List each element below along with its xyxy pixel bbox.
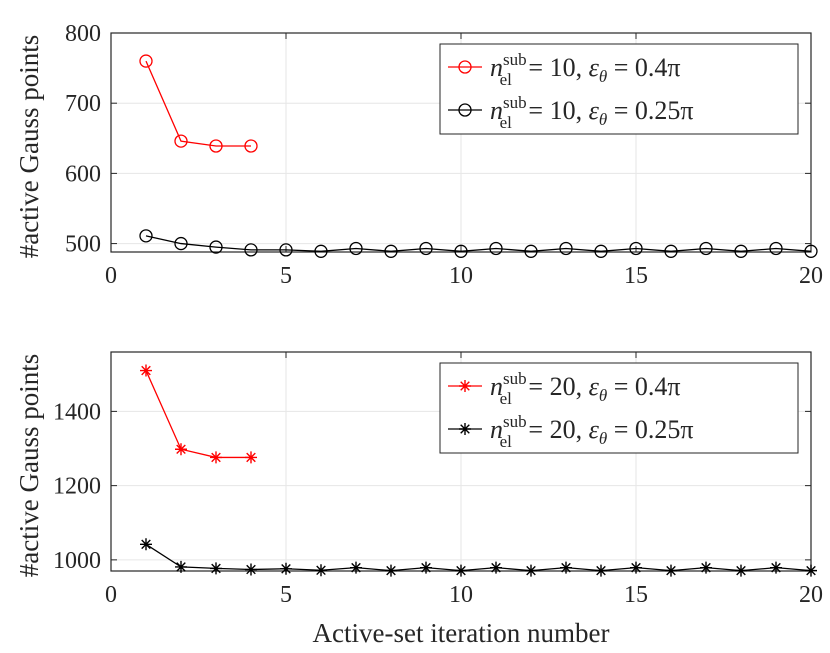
data-point — [700, 561, 712, 574]
series-2 — [140, 538, 817, 577]
data-point — [769, 241, 783, 256]
data-point — [525, 564, 537, 577]
x-tick-label: 15 — [624, 582, 648, 608]
legend: nsub el = 10, εθ = 0.4π nsub el = 10, εθ = … — [439, 43, 799, 135]
y-tick-label: 1000 — [53, 548, 101, 574]
x-axis-label: Active-set iteration number — [313, 618, 610, 648]
x-tick-label: 0 — [105, 582, 117, 608]
legend-label: nsub el = 20, εθ = 0.4π — [490, 369, 680, 408]
data-point — [594, 244, 608, 258]
data-point — [665, 564, 677, 577]
series-line — [145, 370, 251, 459]
x-tick-label: 15 — [624, 263, 648, 289]
data-point — [350, 561, 362, 574]
legend-label: nsub el = 10, εθ = 0.4π — [490, 50, 680, 89]
data-point — [455, 564, 467, 577]
data-point — [139, 229, 153, 243]
data-point — [804, 244, 818, 258]
x-tick-label: 20 — [799, 582, 823, 608]
legend-marker — [458, 60, 472, 74]
data-point — [559, 241, 573, 256]
y-axis-label: #active Gauss points — [14, 354, 44, 577]
x-tick-label: 10 — [449, 582, 473, 608]
data-point — [244, 139, 258, 153]
series-1 — [140, 364, 257, 464]
legend-box — [439, 362, 799, 454]
y-tick-label: 1400 — [53, 399, 101, 425]
data-point — [595, 564, 607, 577]
data-point — [140, 364, 152, 377]
data-point — [279, 243, 293, 257]
data-point — [175, 560, 187, 573]
data-point — [385, 564, 397, 577]
x-tick-label: 20 — [799, 263, 823, 289]
data-point — [314, 244, 328, 258]
legend: nsub el = 20, εθ = 0.4π nsub el = 20, εθ = … — [439, 362, 799, 454]
y-tick-label: 700 — [65, 91, 101, 117]
data-point — [629, 241, 643, 256]
data-point — [734, 244, 748, 258]
data-point — [245, 563, 257, 576]
data-point — [139, 54, 153, 68]
data-point — [454, 244, 468, 258]
data-point — [210, 562, 222, 575]
legend-marker — [459, 380, 471, 392]
y-tick-label: 800 — [65, 21, 101, 47]
data-point — [244, 243, 258, 257]
y-axis-label: #active Gauss points — [14, 35, 44, 258]
series-1 — [139, 54, 258, 153]
data-point — [735, 564, 747, 577]
x-tick-label: 5 — [280, 263, 292, 289]
legend-marker — [458, 103, 472, 117]
series-line — [145, 60, 251, 147]
data-point — [210, 451, 222, 464]
chart-panel-2: 0 5 10 15 20 1000 1200 1400 #active Gauss points… — [14, 351, 823, 648]
legend-label: nsub el = 20, εθ = 0.25π — [490, 412, 693, 451]
series-line — [145, 543, 812, 572]
data-point — [280, 562, 292, 575]
x-tick-label: 10 — [449, 263, 473, 289]
x-tick-label: 5 — [280, 582, 292, 608]
data-point — [420, 561, 432, 574]
data-point — [384, 244, 398, 258]
data-point — [175, 443, 187, 456]
data-point — [664, 244, 678, 258]
data-point — [174, 236, 188, 251]
chart-panel-1: 0 5 10 15 20 500 600 700 800 #active Gauss points… — [14, 21, 823, 289]
data-point — [209, 139, 223, 153]
data-point — [245, 451, 257, 464]
legend-marker — [459, 423, 471, 435]
data-point — [489, 241, 503, 256]
data-point — [805, 564, 817, 577]
x-tick-label: 0 — [105, 263, 117, 289]
data-point — [349, 241, 363, 256]
data-point — [419, 241, 433, 256]
data-point — [699, 241, 713, 256]
data-point — [209, 240, 223, 254]
series-2 — [139, 229, 818, 258]
y-tick-label: 1200 — [53, 474, 101, 500]
data-point — [315, 564, 327, 577]
data-point — [524, 244, 538, 258]
data-point — [770, 561, 782, 574]
data-point — [490, 561, 502, 574]
data-point — [174, 134, 188, 148]
legend-label: nsub el = 10, εθ = 0.25π — [490, 93, 693, 132]
y-tick-label: 500 — [65, 232, 101, 258]
legend-box — [439, 43, 799, 135]
y-tick-label: 600 — [65, 161, 101, 187]
data-point — [140, 538, 152, 551]
data-point — [630, 561, 642, 574]
data-point — [560, 561, 572, 574]
